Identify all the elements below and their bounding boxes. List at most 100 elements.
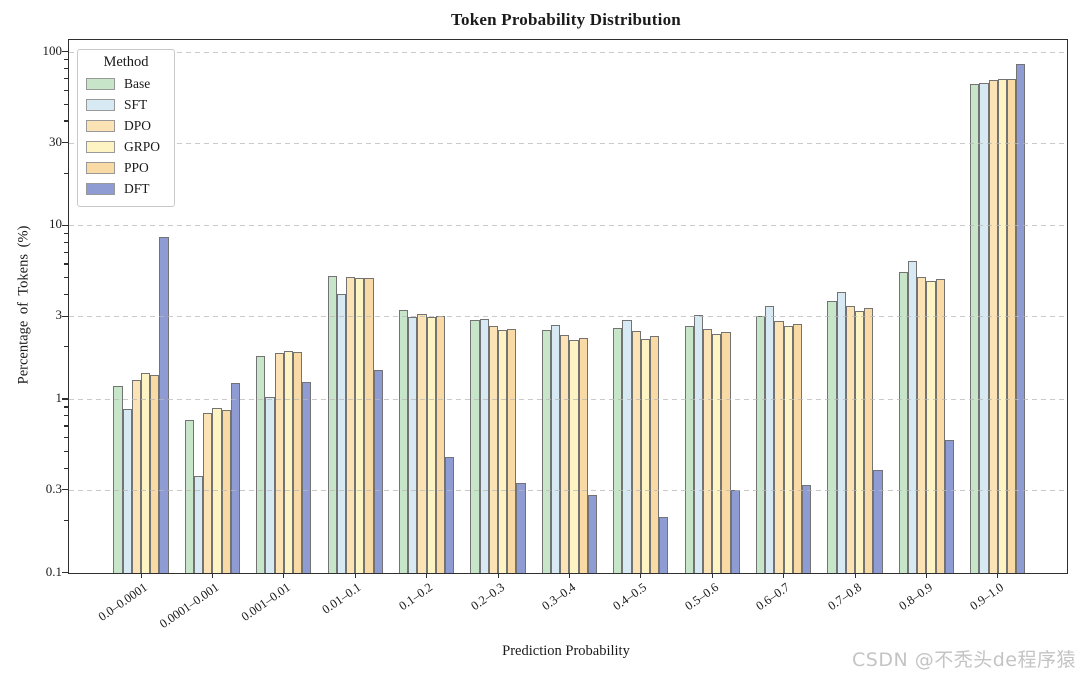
bar-dft-11 — [944, 440, 954, 573]
bar-dft-9 — [802, 484, 812, 573]
y-minor-tick — [64, 293, 68, 296]
legend-item-ppo: PPO — [78, 158, 174, 179]
bar-dft-3 — [373, 370, 383, 573]
bar-dft-7 — [659, 516, 669, 573]
bar-dpo-12 — [988, 80, 998, 573]
y-minor-tick — [64, 232, 68, 234]
x-axis-label: Prediction Probability — [502, 643, 630, 659]
gridline-100 — [68, 51, 1067, 53]
x-tick-label: 0.1–0.2 — [396, 580, 436, 614]
y-minor-tick — [64, 450, 68, 452]
bar-ppo-1 — [221, 410, 231, 573]
legend-item-grpo: GRPO — [78, 137, 174, 158]
x-tick-label: 0.4–0.5 — [610, 580, 650, 614]
y-minor-tick — [64, 251, 68, 253]
bar-dft-10 — [873, 469, 883, 573]
bar-sft-10 — [836, 291, 846, 573]
bar-dft-4 — [445, 457, 455, 573]
bar-base-6 — [541, 330, 551, 573]
x-tick-label: 0.01–0.1 — [319, 580, 364, 617]
legend-item-sft: SFT — [78, 95, 174, 116]
bar-base-11 — [898, 271, 908, 573]
legend-label: Base — [124, 76, 151, 92]
x-tick — [283, 572, 285, 578]
y-minor-tick — [64, 415, 68, 417]
x-tick-label: 0.6–0.7 — [753, 580, 793, 614]
y-tick-label: 0.3 — [45, 480, 62, 496]
legend-items: Base SFT DPO GRPO PPO DFT — [78, 74, 174, 200]
y-minor-tick — [64, 346, 68, 348]
bar-grpo-2 — [283, 350, 293, 573]
y-major-tick — [61, 315, 68, 317]
legend-label: PPO — [124, 160, 149, 176]
legend-item-dpo: DPO — [78, 116, 174, 137]
y-minor-tick — [64, 467, 68, 469]
bar-sft-12 — [979, 83, 989, 573]
x-tick-label: 0.8–0.9 — [896, 580, 935, 614]
bar-sft-0 — [122, 408, 132, 573]
bar-dft-8 — [730, 489, 740, 573]
bar-ppo-9 — [792, 323, 802, 573]
bar-grpo-3 — [355, 277, 365, 573]
y-minor-tick — [64, 120, 68, 122]
legend-item-base: Base — [78, 74, 174, 95]
y-minor-tick — [64, 103, 68, 105]
y-minor-tick — [64, 406, 68, 408]
bar-base-1 — [184, 419, 194, 573]
bar-dpo-5 — [488, 326, 498, 573]
bar-dpo-3 — [346, 276, 356, 573]
bar-ppo-2 — [293, 352, 303, 573]
legend-swatch-grpo — [86, 141, 115, 153]
bar-sft-3 — [336, 294, 346, 573]
bar-sft-11 — [908, 261, 918, 573]
gridline-30 — [68, 142, 1067, 144]
bar-base-8 — [684, 326, 694, 573]
bar-ppo-7 — [650, 336, 660, 573]
legend-label: SFT — [124, 97, 148, 113]
bar-dpo-1 — [203, 412, 213, 573]
bar-dpo-2 — [274, 352, 284, 573]
bar-dpo-10 — [845, 306, 855, 573]
bar-base-2 — [256, 356, 266, 573]
bar-base-12 — [970, 84, 980, 573]
x-tick-label: 0.0–0.0001 — [95, 580, 150, 624]
legend-title: Method — [103, 53, 149, 70]
y-major-tick — [61, 398, 68, 400]
y-tick-label: 100 — [42, 42, 63, 58]
bar-sft-4 — [408, 316, 418, 573]
bar-base-4 — [399, 310, 409, 573]
x-tick-label: 0.9–1.0 — [967, 580, 1007, 614]
bar-grpo-8 — [712, 333, 722, 573]
x-tick — [925, 572, 928, 578]
bar-sft-8 — [693, 315, 703, 573]
y-minor-tick — [64, 78, 68, 80]
y-tick-label: 30 — [49, 133, 62, 149]
x-tick — [854, 572, 856, 578]
x-tick — [497, 572, 499, 578]
bar-dft-12 — [1016, 63, 1026, 573]
bar-dpo-9 — [774, 321, 784, 573]
legend-item-dft: DFT — [78, 179, 174, 200]
x-tick-label: 0.3–0.4 — [539, 580, 578, 614]
y-minor-tick — [64, 89, 68, 91]
x-tick — [997, 572, 999, 578]
bar-dft-6 — [587, 494, 597, 573]
y-minor-tick — [64, 263, 68, 265]
y-minor-tick — [64, 59, 68, 61]
bar-sft-7 — [622, 319, 632, 573]
x-tick-label: 0.0001–0.001 — [156, 580, 221, 631]
bar-ppo-0 — [150, 374, 160, 573]
watermark: CSDN @不秃头de程序猿 — [852, 649, 1076, 671]
x-tick-label: 0.2–0.3 — [467, 580, 507, 614]
x-tick — [711, 572, 713, 578]
x-tick — [783, 572, 785, 578]
bar-dft-0 — [159, 236, 169, 573]
x-tick — [354, 572, 356, 578]
bar-dpo-8 — [703, 328, 713, 573]
legend-swatch-base — [86, 78, 115, 90]
y-major-tick — [61, 572, 68, 574]
bar-grpo-0 — [141, 372, 151, 573]
x-tick — [640, 572, 642, 578]
bar-sft-2 — [265, 396, 275, 573]
y-axis-label: Percentage of Tokens (%) — [15, 225, 32, 385]
